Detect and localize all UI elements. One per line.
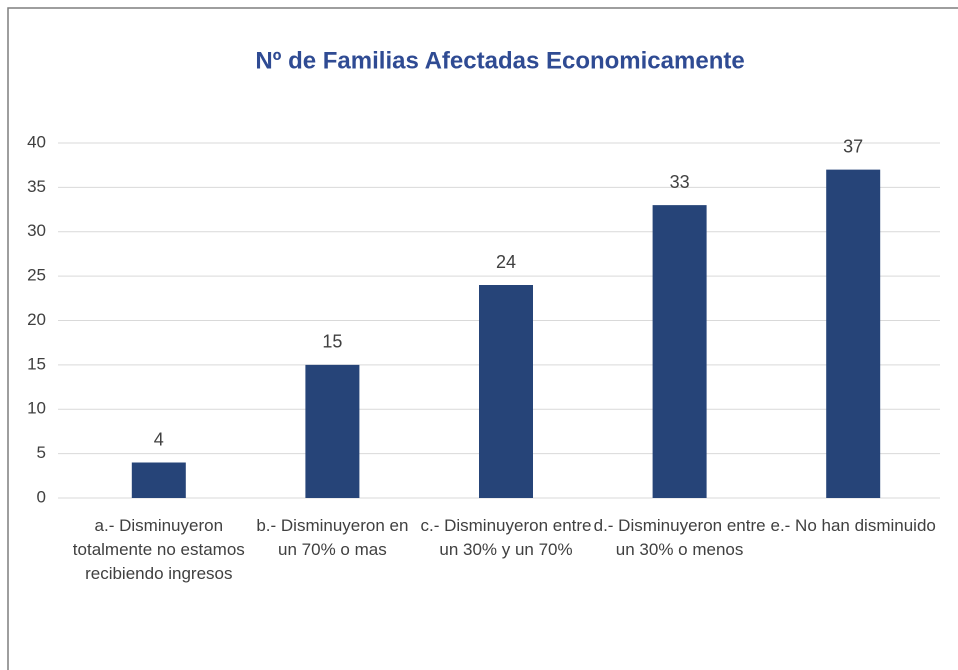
data-label: 24	[496, 252, 516, 272]
y-tick-label: 40	[27, 132, 46, 151]
x-tick-label: e.- No han disminuido	[770, 516, 936, 535]
chart-border	[7, 7, 958, 670]
y-tick-label: 10	[27, 399, 46, 418]
bar	[131, 462, 186, 498]
bar	[305, 364, 360, 498]
chart-title: Nº de Familias Afectadas Economicamente	[255, 47, 744, 74]
y-tick-label: 30	[27, 221, 46, 240]
bar	[652, 205, 707, 498]
data-label: 37	[843, 136, 863, 156]
data-label: 4	[154, 429, 164, 449]
y-tick-label: 20	[27, 310, 46, 329]
bar	[826, 169, 881, 498]
x-tick-label: b.- Disminuyeron en un 70% o mas	[256, 516, 409, 559]
x-tick-label: d.- Disminuyeron entre un 30% o menos	[593, 516, 766, 559]
y-tick-label: 25	[27, 266, 46, 285]
y-tick-label: 35	[27, 177, 46, 196]
data-label: 33	[670, 172, 690, 192]
data-label: 15	[322, 332, 342, 352]
y-tick-label: 0	[37, 487, 46, 506]
y-tick-label: 5	[37, 443, 46, 462]
x-tick-label: a.- Disminuyeron totalmente no estamos r…	[72, 516, 245, 583]
bar	[479, 285, 533, 498]
y-tick-label: 15	[27, 354, 46, 373]
x-tick-label: c.- Disminuyeron entre un 30% y un 70%	[420, 516, 592, 559]
